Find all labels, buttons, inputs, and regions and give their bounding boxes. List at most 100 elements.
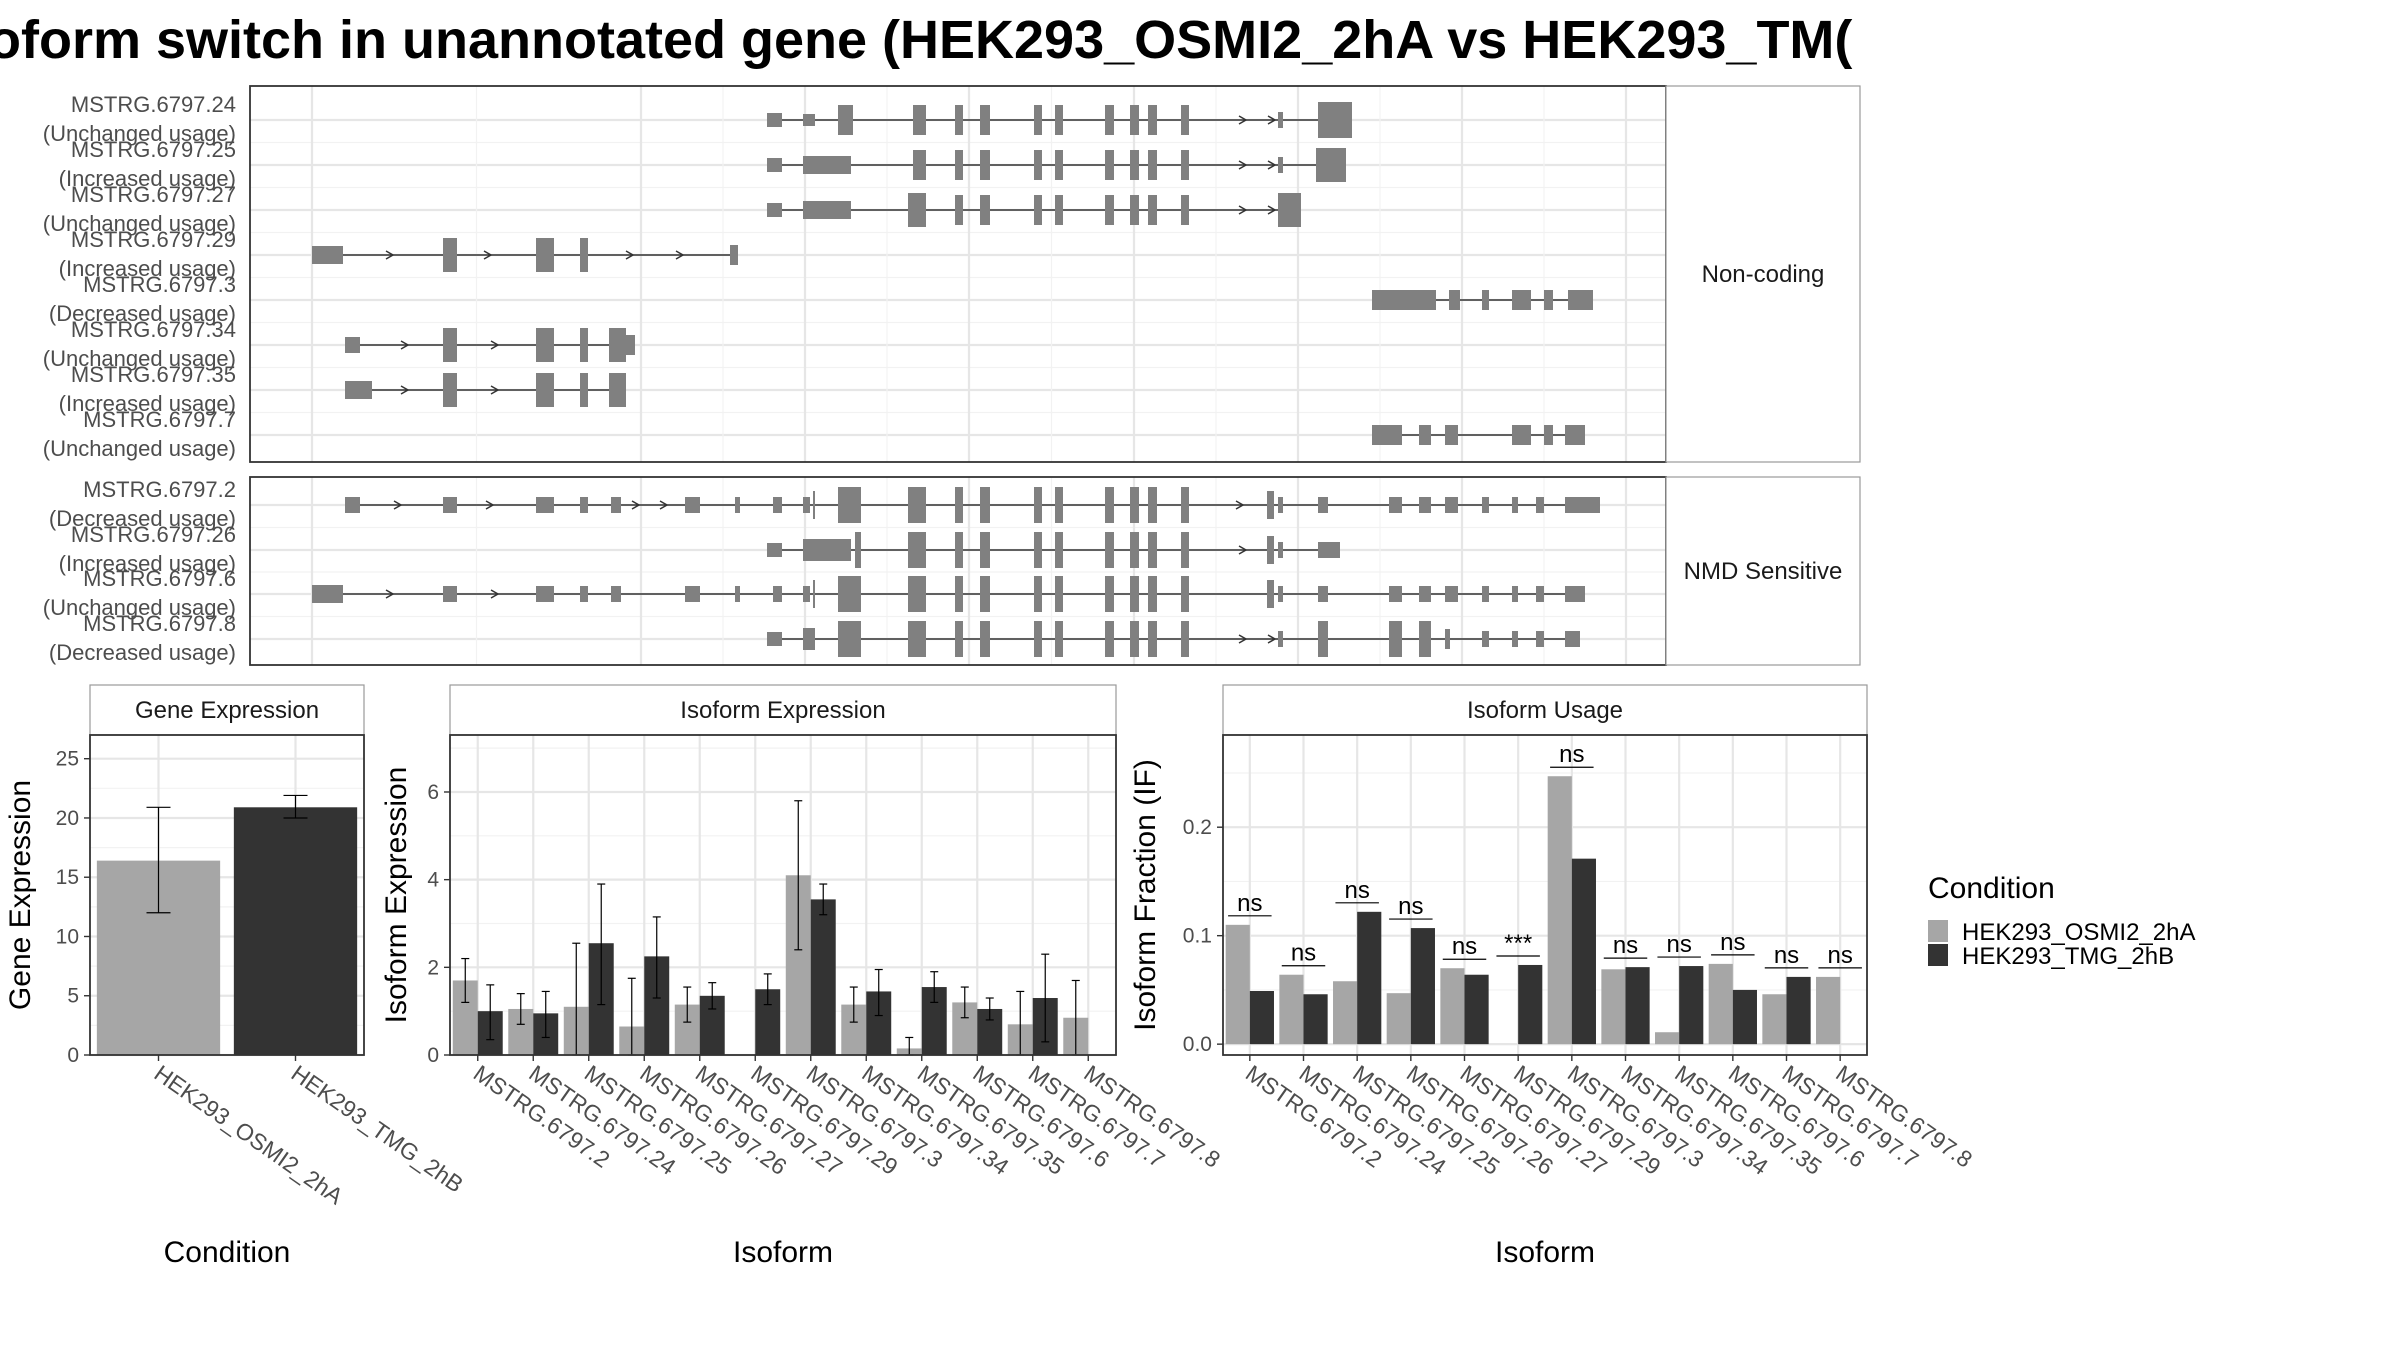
legend-label-osmi: HEK293_OSMI2_2hA (1962, 919, 2195, 946)
exon (1318, 542, 1340, 558)
exon (626, 335, 635, 355)
exon (913, 150, 926, 180)
bar (1279, 974, 1304, 1045)
error-bar (597, 883, 606, 1006)
exon (913, 105, 926, 135)
exon (803, 114, 815, 126)
exon (580, 328, 588, 362)
exon (1512, 290, 1531, 310)
direction-arrow (631, 500, 641, 510)
exon (980, 195, 990, 225)
error-bar (1041, 953, 1050, 1043)
bar (810, 899, 836, 1055)
transcript-MSTRG.6797.7 (1372, 425, 1585, 445)
error-bar (874, 968, 883, 1017)
transcript-MSTRG.6797.6 (312, 576, 1585, 612)
y-tick-label: 15 (56, 866, 79, 889)
exon (955, 576, 963, 612)
exon (1318, 497, 1328, 513)
legend-label-tmg: HEK293_TMG_2hB (1962, 943, 2174, 970)
facet-strip (1665, 476, 1861, 666)
facet-strip-label: Non-coding (1702, 261, 1825, 288)
isoform-id-label: MSTRG.6797.2 (83, 477, 236, 502)
exon (767, 203, 782, 217)
exon (1130, 487, 1139, 523)
exon (803, 201, 851, 219)
direction-arrow (490, 385, 500, 395)
exon (1389, 497, 1402, 513)
direction-arrow (1267, 160, 1277, 170)
bar (1225, 924, 1250, 1045)
exon (838, 105, 853, 135)
exon (1565, 497, 1600, 513)
exon (1105, 487, 1114, 523)
isoform-usage-label: (Increased usage) (59, 166, 236, 191)
exon (1445, 497, 1458, 513)
isoform-usage-label: (Unchanged usage) (43, 595, 236, 620)
bar (1762, 994, 1787, 1045)
exon (1267, 491, 1274, 519)
exon (803, 539, 851, 561)
bar (1655, 1032, 1680, 1045)
bar (1518, 964, 1543, 1045)
exon (1181, 150, 1189, 180)
exon (1419, 621, 1431, 657)
exon (1419, 586, 1431, 602)
panel-border (449, 734, 1117, 1056)
exon (1034, 150, 1042, 180)
exon (1445, 586, 1458, 602)
exon (536, 586, 554, 602)
exon (1278, 193, 1301, 227)
exon (1130, 105, 1139, 135)
exon (443, 497, 457, 513)
exon (1278, 542, 1283, 558)
direction-arrow (1238, 634, 1248, 644)
transcript-MSTRG.6797.8 (767, 621, 1580, 657)
transcript-MSTRG.6797.29 (312, 238, 738, 272)
exon (838, 621, 861, 657)
y-tick-label: 10 (56, 925, 79, 948)
exon (735, 586, 740, 602)
error-bar (486, 984, 495, 1041)
isoform-usage-label: (Decreased usage) (49, 640, 236, 665)
exon (1181, 105, 1189, 135)
exon (685, 497, 700, 513)
exon (980, 532, 990, 568)
exon (908, 487, 926, 523)
bar (1708, 963, 1733, 1045)
exon (443, 373, 457, 407)
exon (1055, 150, 1063, 180)
transcript-MSTRG.6797.24 (767, 102, 1352, 138)
chart-title: Gene Expression (135, 697, 319, 724)
chart-title: Isoform Expression (680, 697, 885, 724)
significance-label: ns (1827, 942, 1852, 969)
isoform-usage-label: (Decreased usage) (49, 506, 236, 531)
exon (773, 497, 782, 513)
exon (536, 328, 554, 362)
isoform-id-label: MSTRG.6797.35 (71, 362, 236, 387)
isoform-id-label: MSTRG.6797.34 (71, 317, 236, 342)
y-tick-label: 0.1 (1183, 925, 1212, 948)
isoform-usage-label: (Unchanged usage) (43, 346, 236, 371)
direction-arrow (1238, 205, 1248, 215)
direction-arrow (1235, 500, 1245, 510)
direction-arrow (1238, 115, 1248, 125)
exon (1512, 631, 1518, 647)
isoform-usage-label: (Increased usage) (59, 551, 236, 576)
exon (1278, 157, 1283, 173)
exon (908, 621, 926, 657)
direction-arrow (625, 250, 635, 260)
exon (1445, 425, 1458, 445)
isoform-usage-chart: Isoform Usage 0.0 0.1 0.2 ns ns ns ns ns *** ns ns n… (1129, 684, 1977, 1269)
exon (1034, 532, 1042, 568)
exon (443, 238, 457, 272)
error-bar (985, 997, 994, 1021)
structure-panel-non-coding: MSTRG.6797.24(Unchanged usage)MSTRG.6797… (43, 85, 1861, 463)
exon (1278, 112, 1283, 128)
exon (1055, 621, 1063, 657)
exon (1565, 425, 1585, 445)
error-bar (930, 971, 939, 1003)
chart-strip (1222, 684, 1868, 736)
condition-legend: Condition HEK293_OSMI2_2hA HEK293_TMG_2h… (1928, 872, 2195, 970)
